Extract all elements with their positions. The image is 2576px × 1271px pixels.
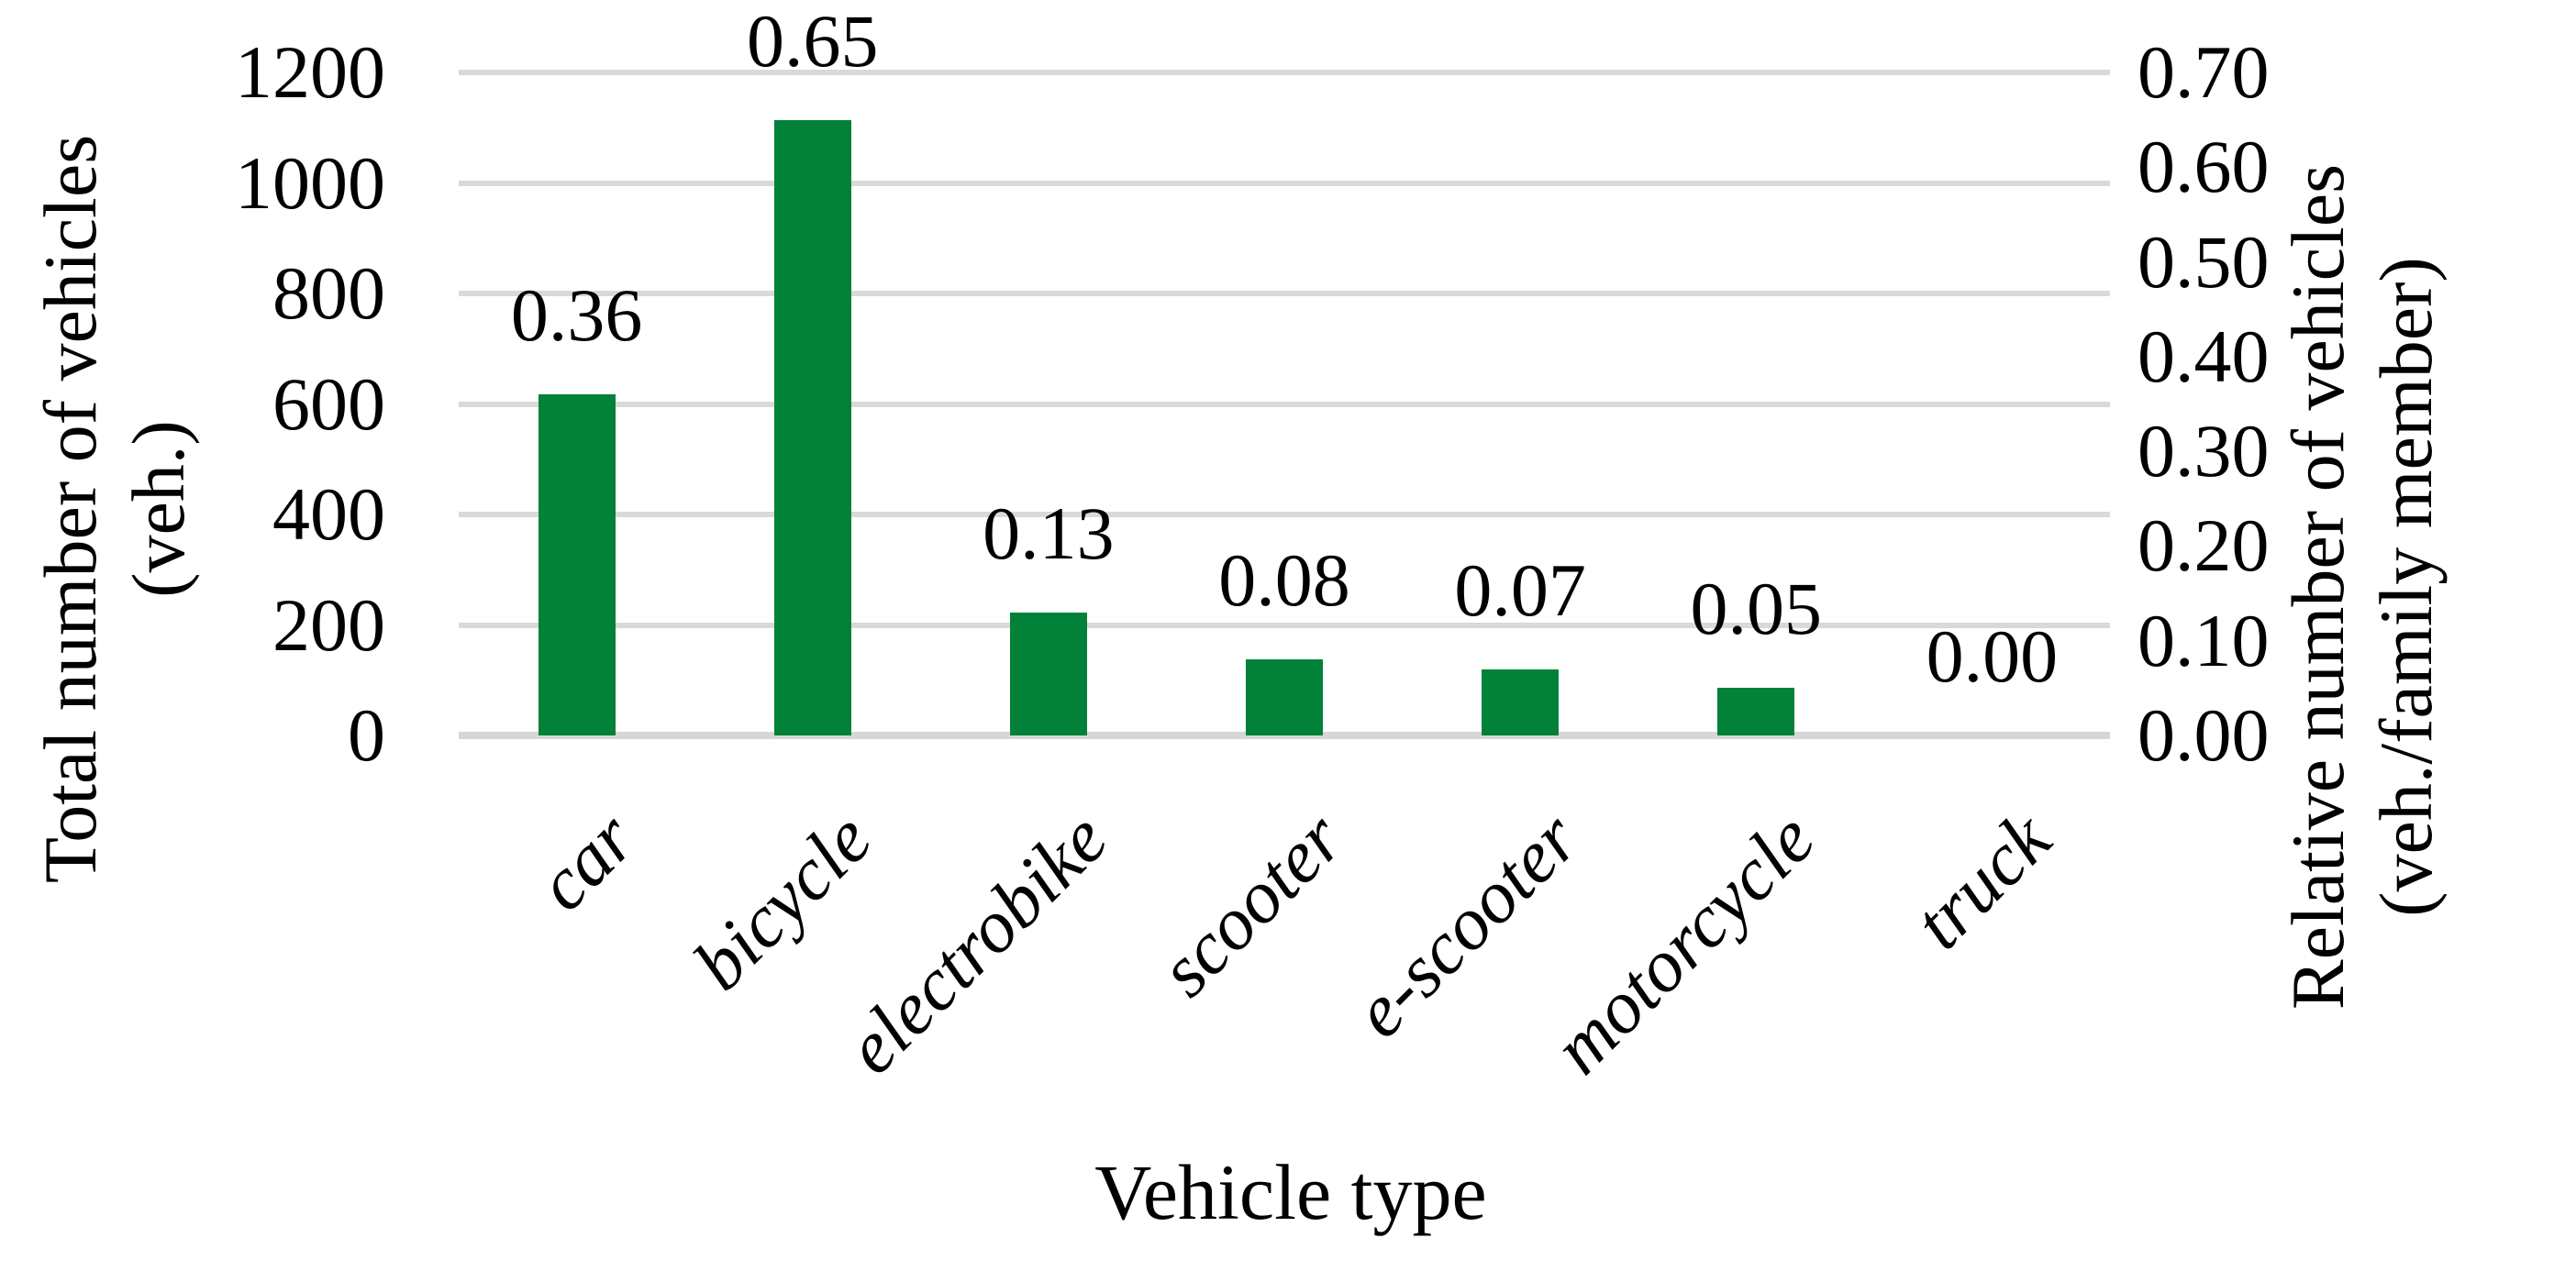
bar-electrobike — [1009, 612, 1087, 735]
right-axis-title-line1: Relative number of vehicles — [2276, 163, 2359, 1011]
x-tick-label-motorcycle: motorcycle — [1537, 796, 1831, 1090]
y-left-tick-label-0: 0 — [348, 693, 385, 777]
x-axis-baseline — [459, 732, 2110, 739]
y-left-tick-label-800: 800 — [272, 251, 385, 335]
gridline-400 — [459, 512, 2110, 517]
gridline-600 — [459, 401, 2110, 407]
data-label-motorcycle: 0.05 — [1690, 567, 1823, 651]
data-label-electrobike: 0.13 — [983, 491, 1115, 575]
left-axis-title-line1: Total number of vehicles — [28, 134, 112, 884]
right-axis-title: Relative number of vehicles (veh./family… — [2274, 164, 2450, 1010]
data-label-truck: 0.00 — [1926, 614, 2059, 698]
y-right-tick-label-0.50: 0.50 — [2137, 219, 2270, 304]
gridline-800 — [459, 291, 2110, 296]
left-axis-title: Total number of vehicles (veh.) — [27, 135, 203, 883]
y-right-tick-label-0.00: 0.00 — [2137, 693, 2270, 777]
x-tick-label-truck: truck — [1897, 796, 2067, 965]
data-label-scooter: 0.08 — [1218, 538, 1350, 623]
y-right-tick-label-0.10: 0.10 — [2137, 598, 2270, 682]
bar-car — [538, 394, 616, 735]
x-axis-title: Vehicle type — [1094, 1148, 1487, 1236]
y-left-tick-label-1200: 1200 — [235, 30, 385, 114]
data-label-car: 0.36 — [510, 273, 643, 358]
bar-bicycle — [773, 119, 851, 735]
data-label-bicycle: 0.65 — [746, 0, 879, 83]
x-tick-label-car: car — [520, 796, 651, 927]
bar-scooter — [1246, 659, 1323, 735]
gridline-200 — [459, 622, 2110, 628]
data-label-e-scooter: 0.07 — [1454, 547, 1586, 632]
x-tick-label-scooter: scooter — [1142, 796, 1359, 1012]
y-right-tick-label-0.60: 0.60 — [2137, 125, 2270, 209]
gridline-1000 — [459, 180, 2110, 186]
y-right-tick-label-0.30: 0.30 — [2137, 409, 2270, 493]
y-right-tick-label-0.40: 0.40 — [2137, 314, 2270, 398]
y-left-tick-label-1000: 1000 — [235, 140, 385, 225]
right-axis-title-line2: (veh./family member) — [2364, 257, 2448, 917]
y-right-tick-label-0.70: 0.70 — [2137, 30, 2270, 114]
bar-motorcycle — [1717, 688, 1795, 735]
y-left-tick-label-200: 200 — [272, 582, 385, 667]
bar-e-scooter — [1482, 669, 1560, 735]
gridline-1200 — [459, 70, 2110, 75]
x-tick-label-electrobike: electrobike — [828, 796, 1123, 1090]
x-tick-label-bicycle: bicycle — [677, 796, 887, 1006]
y-left-tick-label-600: 600 — [272, 361, 385, 446]
y-left-tick-label-400: 400 — [272, 472, 385, 556]
left-axis-title-line2: (veh.) — [117, 420, 200, 598]
y-right-tick-label-0.20: 0.20 — [2137, 503, 2270, 588]
